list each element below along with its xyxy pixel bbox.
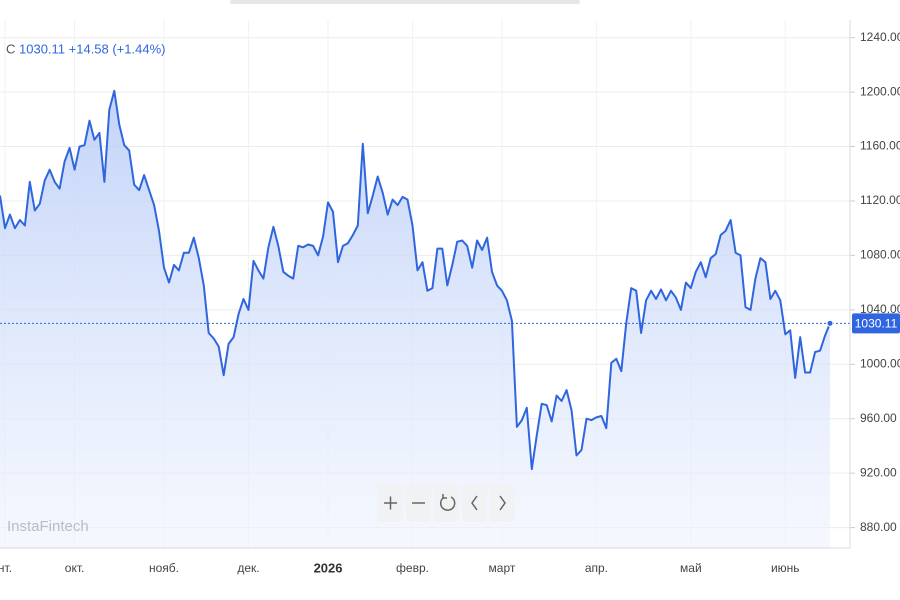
x-tick-label: февр.: [396, 561, 429, 575]
plot: [0, 89, 850, 549]
y-tick-label: 1240.00: [860, 30, 900, 44]
reset-button[interactable]: [434, 484, 459, 522]
last-point: [826, 319, 834, 327]
watermark: InstaFintech: [7, 518, 89, 535]
x-tick-label: нт.: [0, 561, 12, 575]
scroll-left-button[interactable]: [462, 484, 487, 522]
labels: 880.00 920.00 960.00 1000.00 1040.00 1080.00 1…: [0, 30, 900, 575]
x-tick-label: июнь: [771, 561, 800, 575]
symbol: C: [6, 41, 15, 56]
y-tick-label: 1000.00: [860, 356, 900, 370]
scroll-left-icon: [471, 495, 478, 511]
scroll-right-icon: [499, 495, 506, 511]
y-tick-label: 920.00: [860, 465, 897, 479]
zoom-in-icon: [384, 496, 397, 510]
y-tick-label: 1120.00: [860, 193, 900, 207]
y-tick-label: 1080.00: [860, 248, 900, 262]
scroll-right-button[interactable]: [490, 484, 515, 522]
last-price-box: [852, 313, 900, 334]
legend: 1030.11 +14.58 (+1.44%): [19, 41, 166, 56]
y-tick-label: 1200.00: [860, 84, 900, 98]
x-tick-label: апр.: [585, 561, 608, 575]
y-tick-label: 960.00: [860, 411, 897, 425]
price-line: [0, 89, 831, 471]
x-tick-label: май: [680, 561, 702, 575]
y-tick-label: 1040.00: [860, 302, 900, 316]
controls: [378, 484, 515, 522]
last-price-label: 1030.11: [855, 316, 898, 330]
y-tick-label: 1160.00: [860, 139, 900, 153]
x-tick-label: нояб.: [149, 561, 179, 575]
area: [0, 90, 830, 549]
x-tick-label: 2026: [314, 560, 343, 575]
y-tick-label: 880.00: [860, 520, 897, 534]
x-tick-label: март: [489, 561, 516, 575]
x-tick-label: окт.: [65, 561, 85, 575]
reset-icon: [439, 494, 456, 511]
x-tick-label: дек.: [237, 561, 259, 575]
top-bar: [230, 0, 580, 4]
